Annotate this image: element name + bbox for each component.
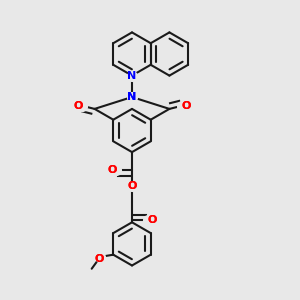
- Text: N: N: [128, 92, 136, 102]
- Text: O: O: [182, 101, 191, 111]
- Text: N: N: [128, 70, 136, 81]
- Text: O: O: [73, 101, 82, 111]
- Text: O: O: [107, 166, 117, 176]
- Text: O: O: [147, 215, 157, 225]
- Text: O: O: [107, 166, 117, 176]
- Text: O: O: [182, 101, 191, 111]
- Text: O: O: [127, 181, 137, 190]
- Text: O: O: [147, 215, 157, 225]
- Text: O: O: [73, 101, 82, 111]
- Text: O: O: [127, 181, 137, 190]
- Text: N: N: [128, 92, 136, 102]
- Text: O: O: [94, 254, 104, 264]
- Text: O: O: [94, 254, 104, 264]
